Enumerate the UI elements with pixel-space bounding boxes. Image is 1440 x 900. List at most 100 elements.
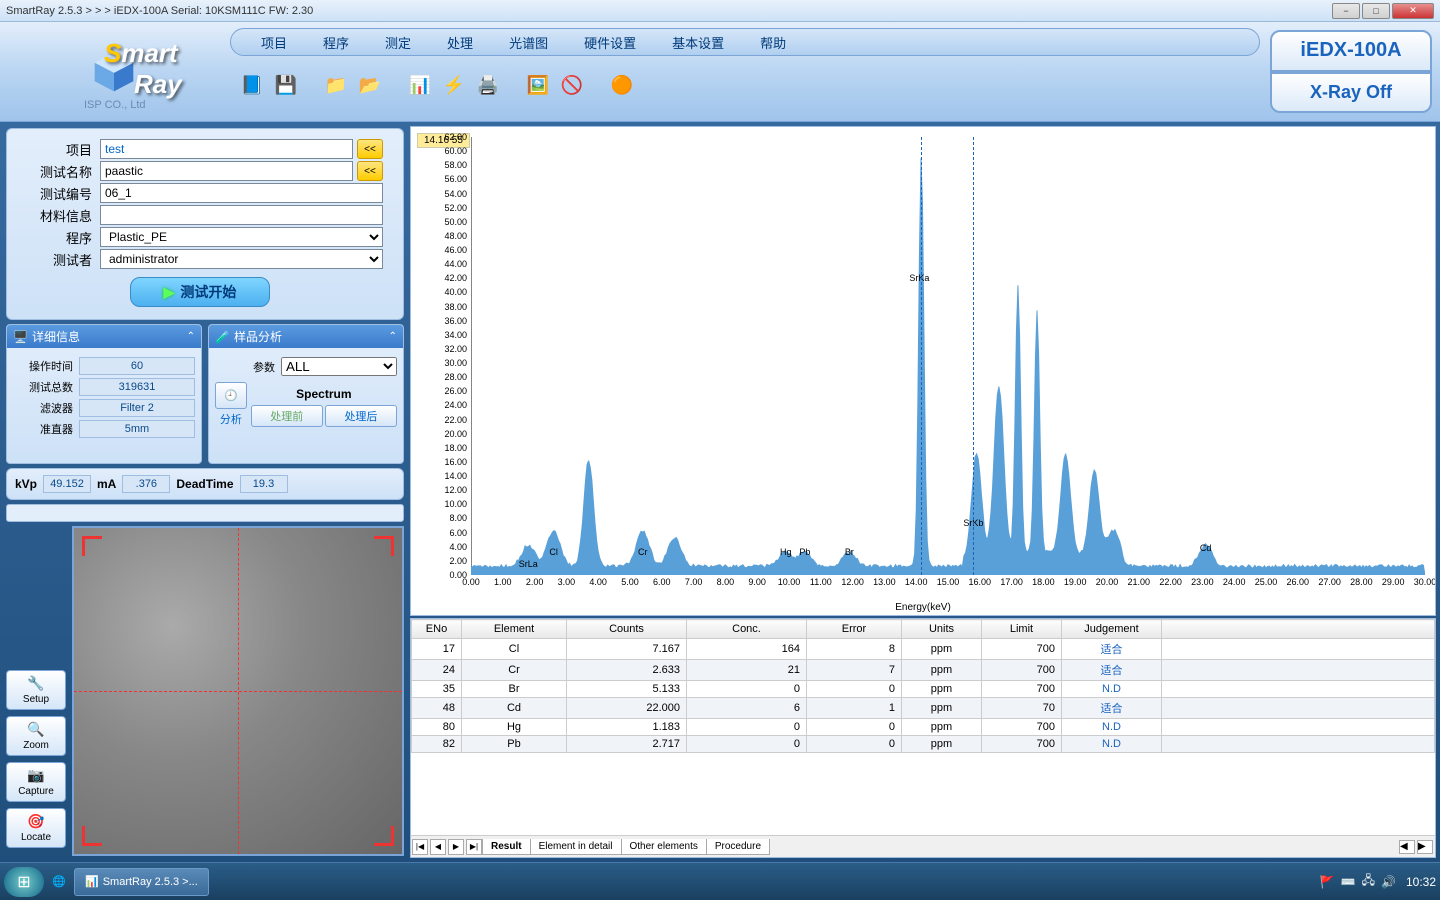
menu-item[interactable]: 光谱图 — [509, 33, 548, 52]
detail-title: 详细信息 — [32, 328, 80, 345]
zoom-button[interactable]: 🔍Zoom — [6, 716, 66, 756]
taskbar-app-button[interactable]: 📊 SmartRay 2.5.3 >... — [74, 868, 209, 896]
column-header[interactable] — [1162, 620, 1435, 639]
xray-indicator: X-Ray Off — [1270, 72, 1432, 114]
cursor-line[interactable] — [973, 137, 974, 575]
window-minimize-button[interactable]: − — [1332, 3, 1360, 19]
tray-flag-icon[interactable]: 🚩 — [1320, 875, 1335, 889]
app-header: Smart Ray ISP CO., Ltd 项目程序测定处理光谱图硬件设置基本… — [0, 22, 1440, 122]
table-row[interactable]: 35Br5.13300ppm700N.D — [412, 681, 1435, 698]
results-tab-strip: |◀ ◀ ▶ ▶| ResultElement in detailOther e… — [411, 835, 1435, 857]
table-row[interactable]: 17Cl7.1671648ppm700适合 — [412, 639, 1435, 660]
column-header[interactable]: Conc. — [687, 620, 807, 639]
program-select[interactable]: Plastic_PE — [100, 227, 383, 247]
tool-delete-icon[interactable]: 🚫 — [558, 71, 586, 99]
cursor-line[interactable] — [921, 137, 922, 575]
company-subtitle: ISP CO., Ltd — [84, 99, 146, 111]
result-tab[interactable]: Result — [482, 839, 531, 855]
menu-item[interactable]: 项目 — [261, 33, 287, 52]
target-icon: 🎯 — [27, 813, 44, 830]
menu-item[interactable]: 基本设置 — [672, 33, 724, 52]
testno-input[interactable] — [100, 183, 383, 203]
clock-icon: 🕘 — [224, 389, 238, 402]
table-row[interactable]: 24Cr2.633217ppm700适合 — [412, 660, 1435, 681]
tool-save-icon[interactable]: 💾 — [272, 71, 300, 99]
tool-image-icon[interactable]: 🖼️ — [524, 71, 552, 99]
menu-item[interactable]: 硬件设置 — [584, 33, 636, 52]
analyze-button-label[interactable]: 分析 — [220, 411, 242, 427]
column-header[interactable]: Units — [902, 620, 982, 639]
tool-flash-icon[interactable]: ⚡ — [440, 71, 468, 99]
window-close-button[interactable]: ✕ — [1392, 3, 1434, 19]
tool-new-icon[interactable]: 📘 — [238, 71, 266, 99]
collapse-icon[interactable]: ⌃ — [187, 331, 195, 342]
tool-folder-icon[interactable]: 📁 — [322, 71, 350, 99]
tester-select[interactable]: administrator — [100, 249, 383, 269]
tool-bars-icon[interactable]: 📊 — [406, 71, 434, 99]
analyze-icon-button[interactable]: 🕘 — [215, 382, 247, 409]
peak-label: Cr — [638, 547, 648, 557]
start-button[interactable]: ⊞ — [4, 867, 44, 897]
window-titlebar: SmartRay 2.5.3 > > > iEDX-100A Serial: 1… — [0, 0, 1440, 22]
project-input[interactable] — [100, 139, 353, 159]
material-input[interactable] — [100, 205, 383, 225]
hscroll-right[interactable]: ▶ — [1417, 840, 1433, 854]
model-indicator: iEDX-100A — [1270, 30, 1432, 72]
menu-item[interactable]: 程序 — [323, 33, 349, 52]
tool-folder2-icon[interactable]: 📂 — [356, 71, 384, 99]
sample-analysis-panel: 🧪 样品分析 ⌃ 参数 ALL 🕘 分析 — [208, 324, 404, 464]
peak-label: Br — [845, 547, 854, 557]
y-axis-label: Counts Per Second — [410, 340, 412, 427]
result-tab[interactable]: Other elements — [621, 839, 707, 855]
taskbar-clock[interactable]: 10:32 — [1406, 875, 1436, 889]
analysis-title: 样品分析 — [234, 328, 282, 345]
results-table-panel: ENoElementCountsConc.ErrorUnitsLimitJudg… — [410, 618, 1436, 858]
start-test-button[interactable]: ▶ 测试开始 — [130, 277, 270, 307]
collapse-icon[interactable]: ⌃ — [389, 331, 397, 342]
tab-last-button[interactable]: ▶| — [466, 839, 482, 855]
menu-item[interactable]: 处理 — [447, 33, 473, 52]
spectrum-chart[interactable]: 14.16 55 0.002.004.006.008.0010.0012.001… — [410, 126, 1436, 616]
tab-next-button[interactable]: ▶ — [448, 839, 464, 855]
camera-view[interactable] — [72, 526, 404, 856]
table-row[interactable]: 48Cd22.00061ppm70适合 — [412, 698, 1435, 719]
column-header[interactable]: Limit — [982, 620, 1062, 639]
column-header[interactable]: Error — [807, 620, 902, 639]
table-row[interactable]: 82Pb2.71700ppm700N.D — [412, 736, 1435, 753]
result-tab[interactable]: Procedure — [706, 839, 770, 855]
result-tab[interactable]: Element in detail — [530, 839, 622, 855]
project-go-button[interactable]: << — [357, 139, 383, 159]
windows-taskbar: ⊞ 🌐 📊 SmartRay 2.5.3 >... 🚩 ⌨️ 🖧 🔊 10:32 — [0, 862, 1440, 900]
column-header[interactable]: ENo — [412, 620, 462, 639]
locate-button[interactable]: 🎯Locate — [6, 808, 66, 848]
tray-volume-icon[interactable]: 🔊 — [1381, 875, 1396, 889]
column-header[interactable]: Element — [462, 620, 567, 639]
tool-print-icon[interactable]: 🖨️ — [474, 71, 502, 99]
results-table[interactable]: ENoElementCountsConc.ErrorUnitsLimitJudg… — [411, 619, 1435, 753]
table-row[interactable]: 80Hg1.18300ppm700N.D — [412, 719, 1435, 736]
menu-item[interactable]: 测定 — [385, 33, 411, 52]
play-icon: ▶ — [164, 284, 175, 301]
app-icon: 📊 — [85, 875, 99, 888]
capture-button[interactable]: 📷Capture — [6, 762, 66, 802]
menu-item[interactable]: 帮助 — [760, 33, 786, 52]
ie-icon[interactable]: 🌐 — [48, 868, 70, 896]
post-process-button[interactable]: 处理后 — [325, 405, 397, 427]
tray-network-icon[interactable]: 🖧 — [1362, 871, 1375, 892]
window-maximize-button[interactable]: □ — [1362, 3, 1390, 19]
column-header[interactable]: Judgement — [1062, 620, 1162, 639]
param-select[interactable]: ALL — [281, 357, 397, 376]
filter-value: Filter 2 — [79, 399, 195, 417]
window-title: SmartRay 2.5.3 > > > iEDX-100A Serial: 1… — [6, 5, 313, 17]
pre-process-button[interactable]: 处理前 — [251, 405, 323, 427]
hscroll-left[interactable]: ◀ — [1399, 840, 1415, 854]
peak-label: Cd — [1200, 543, 1212, 553]
tab-prev-button[interactable]: ◀ — [430, 839, 446, 855]
tool-pie-icon[interactable]: 🟠 — [608, 71, 636, 99]
testname-input[interactable] — [100, 161, 353, 181]
tab-first-button[interactable]: |◀ — [412, 839, 428, 855]
testname-go-button[interactable]: << — [357, 161, 383, 181]
setup-button[interactable]: 🔧Setup — [6, 670, 66, 710]
column-header[interactable]: Counts — [567, 620, 687, 639]
tray-input-icon[interactable]: ⌨️ — [1341, 875, 1356, 889]
